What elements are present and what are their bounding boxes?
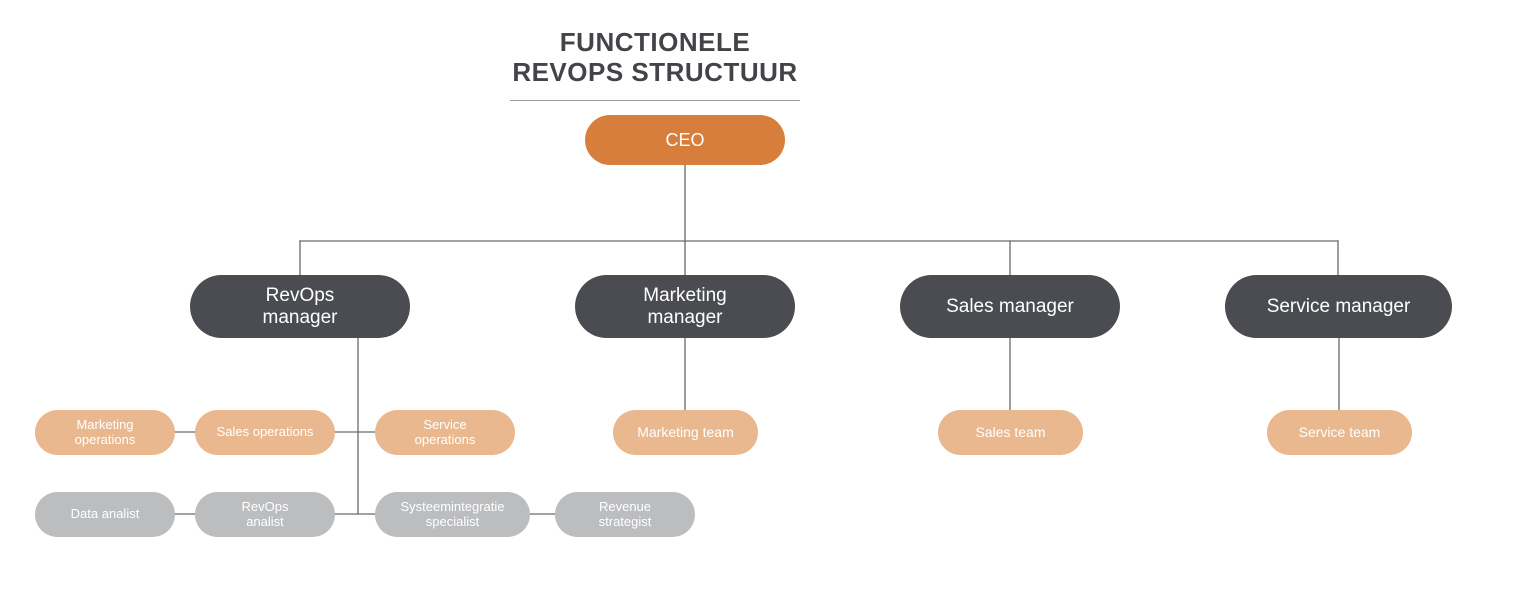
node-sales-operations: Sales operations bbox=[195, 410, 335, 455]
node-label: Service manager bbox=[1267, 296, 1411, 318]
node-label: RevOpsmanager bbox=[263, 285, 338, 329]
node-label: Sales manager bbox=[946, 296, 1074, 318]
node-label: Sales operations bbox=[217, 425, 314, 440]
node-service-operations: Serviceoperations bbox=[375, 410, 515, 455]
node-marketing-team: Marketing team bbox=[613, 410, 758, 455]
chart-title: FUNCTIONELE REVOPS STRUCTUUR bbox=[420, 28, 890, 93]
node-revops-analist: RevOpsanalist bbox=[195, 492, 335, 537]
node-revops-manager: RevOpsmanager bbox=[190, 275, 410, 338]
node-sales-manager: Sales manager bbox=[900, 275, 1120, 338]
title-divider bbox=[510, 100, 800, 101]
title-line-2: REVOPS STRUCTUUR bbox=[512, 57, 797, 87]
node-label: CEO bbox=[665, 130, 704, 151]
node-data-analist: Data analist bbox=[35, 492, 175, 537]
node-label: RevOpsanalist bbox=[242, 500, 289, 530]
node-label: Data analist bbox=[71, 507, 140, 522]
node-label: Service team bbox=[1299, 424, 1381, 440]
node-revenue-strategist: Revenuestrategist bbox=[555, 492, 695, 537]
node-label: Revenuestrategist bbox=[599, 500, 652, 530]
node-service-manager: Service manager bbox=[1225, 275, 1452, 338]
title-line-1: FUNCTIONELE bbox=[560, 27, 750, 57]
node-service-team: Service team bbox=[1267, 410, 1412, 455]
node-marketing-manager: Marketingmanager bbox=[575, 275, 795, 338]
node-label: Marketingmanager bbox=[643, 285, 726, 329]
node-marketing-operations: Marketingoperations bbox=[35, 410, 175, 455]
node-label: Serviceoperations bbox=[415, 418, 476, 448]
node-label: Marketingoperations bbox=[75, 418, 136, 448]
node-label: Marketing team bbox=[637, 424, 733, 440]
node-sales-team: Sales team bbox=[938, 410, 1083, 455]
node-label: Sales team bbox=[975, 424, 1045, 440]
node-systeemintegratie-specialist: Systeemintegratiespecialist bbox=[375, 492, 530, 537]
node-ceo: CEO bbox=[585, 115, 785, 165]
node-label: Systeemintegratiespecialist bbox=[400, 500, 504, 530]
